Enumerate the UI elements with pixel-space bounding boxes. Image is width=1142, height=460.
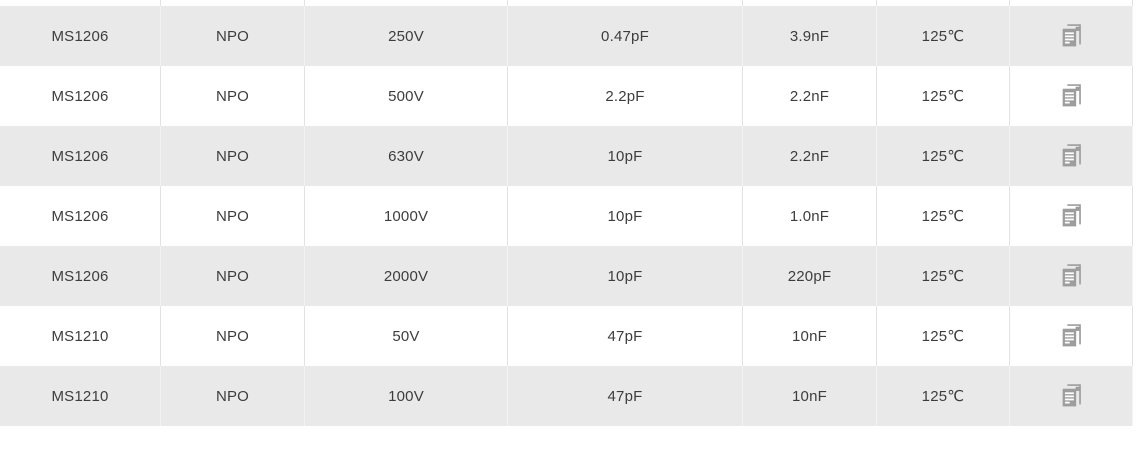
table-row: MS1210 NPO 100V 47pF 10nF 125℃ — [0, 366, 1133, 426]
cell-datasheet — [1010, 0, 1133, 6]
datasheet-document-icon[interactable] — [1059, 383, 1083, 410]
cell-rated-voltage: 1000V — [305, 186, 508, 246]
cell-series: MS1210 — [0, 366, 161, 426]
cell-series: MS1210 — [0, 306, 161, 366]
cell-dielectric: NPO — [161, 246, 305, 306]
cell-dielectric: NPO — [161, 6, 305, 66]
cell-capacitance-max: 220pF — [743, 246, 877, 306]
cell-datasheet — [1010, 126, 1133, 186]
cell-capacitance-max: 1.0nF — [743, 186, 877, 246]
cell-capacitance-min: 10pF — [508, 186, 743, 246]
datasheet-document-icon[interactable] — [1059, 23, 1083, 50]
cell-capacitance-max: 10nF — [743, 366, 877, 426]
cell-dielectric: NPO — [161, 186, 305, 246]
cell-capacitance-min: 0.47pF — [508, 6, 743, 66]
cell-capacitance-min: 47pF — [508, 366, 743, 426]
cell-dielectric — [161, 0, 305, 6]
cell-rated-voltage: 50V — [305, 306, 508, 366]
table-row: MS1206 NPO 250V 0.47pF 3.9nF 125℃ — [0, 6, 1133, 66]
cell-dielectric: NPO — [161, 306, 305, 366]
cell-capacitance-max: 10nF — [743, 306, 877, 366]
cell-series: MS1206 — [0, 126, 161, 186]
cell-series: MS1206 — [0, 66, 161, 126]
cell-dielectric: NPO — [161, 126, 305, 186]
cell-rated-voltage — [305, 0, 508, 6]
cell-operating-temp: 125℃ — [877, 246, 1010, 306]
cell-operating-temp: 125℃ — [877, 6, 1010, 66]
datasheet-document-icon[interactable] — [1059, 203, 1083, 230]
cell-datasheet — [1010, 6, 1133, 66]
cell-datasheet — [1010, 186, 1133, 246]
cell-series: MS1206 — [0, 246, 161, 306]
table-row-partial — [0, 0, 1133, 6]
cell-rated-voltage: 250V — [305, 6, 508, 66]
table-row: MS1210 NPO 50V 47pF 10nF 125℃ — [0, 306, 1133, 366]
cell-series: MS1206 — [0, 186, 161, 246]
table-row: MS1206 NPO 500V 2.2pF 2.2nF 125℃ — [0, 66, 1133, 126]
cell-capacitance-min: 10pF — [508, 126, 743, 186]
cell-dielectric: NPO — [161, 66, 305, 126]
cell-operating-temp: 125℃ — [877, 306, 1010, 366]
cell-operating-temp: 125℃ — [877, 126, 1010, 186]
cell-series: MS1206 — [0, 6, 161, 66]
cell-capacitance-min: 2.2pF — [508, 66, 743, 126]
table-row: MS1206 NPO 630V 10pF 2.2nF 125℃ — [0, 126, 1133, 186]
cell-series — [0, 0, 161, 6]
datasheet-document-icon[interactable] — [1059, 143, 1083, 170]
table-row: MS1206 NPO 2000V 10pF 220pF 125℃ — [0, 246, 1133, 306]
cell-rated-voltage: 2000V — [305, 246, 508, 306]
cell-capacitance-min — [508, 0, 743, 6]
cell-dielectric: NPO — [161, 366, 305, 426]
datasheet-document-icon[interactable] — [1059, 263, 1083, 290]
cell-operating-temp: 125℃ — [877, 186, 1010, 246]
cell-rated-voltage: 630V — [305, 126, 508, 186]
page-bottom-whitespace — [0, 426, 1142, 459]
cell-operating-temp — [877, 0, 1010, 6]
cell-capacitance-min: 47pF — [508, 306, 743, 366]
cell-operating-temp: 125℃ — [877, 66, 1010, 126]
cell-datasheet — [1010, 366, 1133, 426]
datasheet-document-icon[interactable] — [1059, 323, 1083, 350]
table-body: MS1206 NPO 250V 0.47pF 3.9nF 125℃ — [0, 6, 1133, 426]
cell-datasheet — [1010, 246, 1133, 306]
cell-capacitance-min: 10pF — [508, 246, 743, 306]
cell-datasheet — [1010, 306, 1133, 366]
cell-datasheet — [1010, 66, 1133, 126]
cell-rated-voltage: 500V — [305, 66, 508, 126]
cell-capacitance-max: 2.2nF — [743, 66, 877, 126]
cell-capacitance-max: 2.2nF — [743, 126, 877, 186]
cell-capacitance-max: 3.9nF — [743, 6, 877, 66]
datasheet-document-icon[interactable] — [1059, 83, 1083, 110]
cell-operating-temp: 125℃ — [877, 366, 1010, 426]
table-row: MS1206 NPO 1000V 10pF 1.0nF 125℃ — [0, 186, 1133, 246]
cell-capacitance-max — [743, 0, 877, 6]
capacitor-spec-table: MS1206 NPO 250V 0.47pF 3.9nF 125℃ — [0, 0, 1133, 426]
cell-rated-voltage: 100V — [305, 366, 508, 426]
